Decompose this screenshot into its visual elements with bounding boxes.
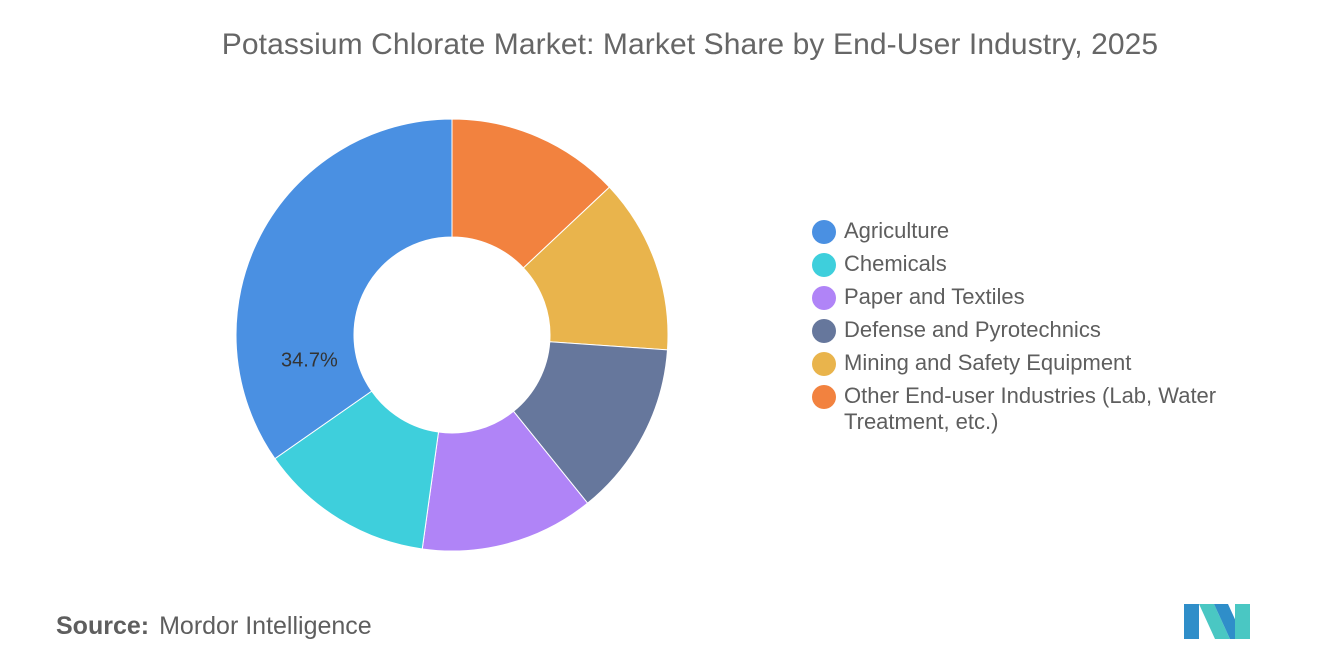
source-name: Mordor Intelligence (159, 612, 372, 640)
chart-title: Potassium Chlorate Market: Market Share … (221, 28, 1159, 61)
legend-label-other-end-user-industries: Other End-user Industries (Lab, Water Tr… (844, 383, 1217, 434)
mordor-intelligence-logo-icon (1184, 604, 1250, 639)
legend-item-chemicals: Chemicals (812, 251, 1242, 277)
donut-slice-other-end-user-industries-lab-water-treatment-etc (451, 118, 611, 269)
legend: Agriculture Chemicals Paper and Textiles… (812, 218, 1242, 442)
legend-swatch-paper-and-textiles (812, 286, 836, 310)
source-text: Source: Mordor Intelligence (56, 612, 372, 641)
legend-label-paper-and-textiles: Paper and Textiles (844, 284, 1025, 309)
legend-label-chemicals: Chemicals (844, 251, 947, 276)
legend-label-mining-and-safety-equipment: Mining and Safety Equipment (844, 350, 1132, 375)
legend-item-paper-and-textiles: Paper and Textiles (812, 284, 1242, 310)
donut-slice-agriculture (235, 118, 453, 460)
legend-item-other-end-user-industries: Other End-user Industries (Lab, Water Tr… (812, 383, 1242, 435)
source-prefix: Source: (56, 612, 150, 640)
donut-slice-mining-and-safety-equipment (522, 186, 669, 351)
legend-item-mining-and-safety-equipment: Mining and Safety Equipment (812, 350, 1242, 376)
mordor-intelligence-logo-icon (1184, 604, 1250, 639)
donut-slice-defense-and-pyrotechnics (512, 341, 669, 504)
legend-swatch-agriculture (812, 220, 836, 244)
donut-slice-paper-and-textiles (421, 410, 589, 552)
legend-item-agriculture: Agriculture (812, 218, 1242, 244)
legend-swatch-chemicals (812, 253, 836, 277)
data-label-agriculture: 34.7% (281, 350, 338, 372)
legend-swatch-defense-and-pyrotechnics (812, 319, 836, 343)
legend-label-defense-and-pyrotechnics: Defense and Pyrotechnics (844, 317, 1101, 342)
legend-label-agriculture: Agriculture (844, 218, 950, 243)
legend-item-defense-and-pyrotechnics: Defense and Pyrotechnics (812, 317, 1242, 343)
legend-swatch-other-end-user-industries (812, 385, 836, 409)
legend-swatch-mining-and-safety-equipment (812, 352, 836, 376)
